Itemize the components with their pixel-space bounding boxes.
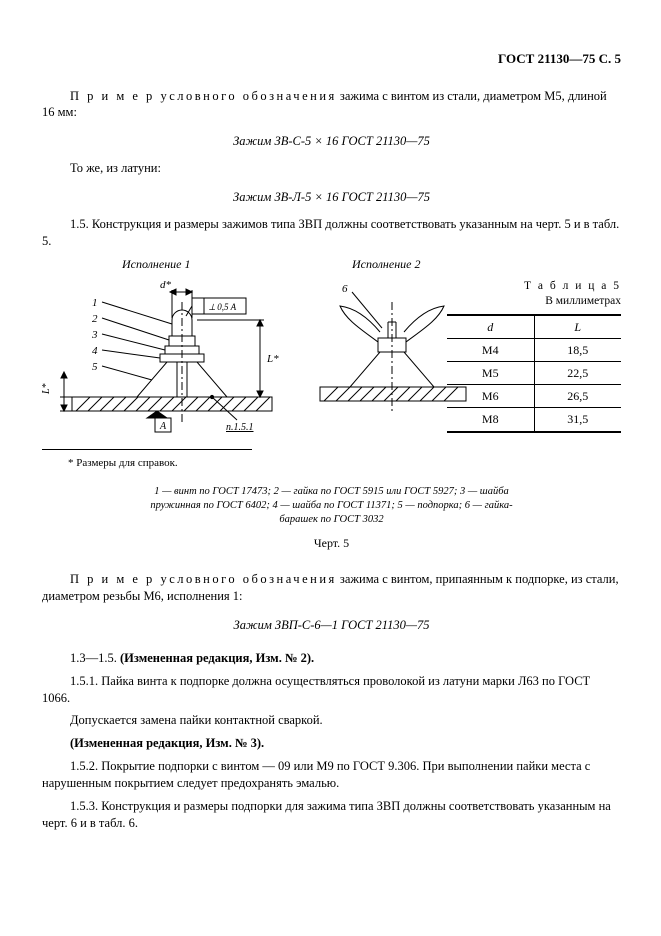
fig-label-2: Исполнение 2: [352, 256, 420, 272]
callout-6: 6: [342, 283, 348, 295]
example-phrase: условного обозначения: [160, 89, 336, 103]
example-phrase: условного обозначения: [160, 572, 336, 586]
callout-3: 3: [91, 329, 98, 341]
datum-A: A: [159, 421, 167, 432]
table-row: M522,5: [447, 362, 621, 385]
para-amend-2: (Измененная редакция, Изм. № 3).: [42, 735, 621, 752]
cell: 26,5: [534, 385, 621, 408]
cell: M4: [447, 338, 534, 361]
designation-code-1: Зажим ЗВ-С-5 × 16 ГОСТ 21130—75: [42, 133, 621, 150]
callout-1: 1: [92, 297, 98, 309]
table-caption: Т а б л и ц а 5: [447, 279, 621, 295]
designation-code-2: Зажим ЗВ-Л-5 × 16 ГОСТ 21130—75: [42, 189, 621, 206]
para-brass: То же, из латуни:: [42, 160, 621, 177]
footnote-rule: [42, 449, 252, 450]
example-label: П р и м е р: [70, 572, 160, 586]
ref-1-5-1: п.1.5.1: [226, 422, 254, 433]
para-1-5-2: 1.5.2. Покрытие подпорки с винтом — 09 и…: [42, 758, 621, 792]
para-amend-1: 1.3—1.5. (Измененная редакция, Изм. № 2)…: [42, 650, 621, 667]
cell: M5: [447, 362, 534, 385]
table-5: Т а б л и ц а 5 В миллиметрах d L M418,5…: [447, 279, 621, 433]
figure-1-drawing: 1 2 3 4 5 A d* ⟂ 0,5 A L* L* п.1.5.1: [42, 272, 302, 447]
page: ГОСТ 21130—75 С. 5 П р и м е р условного…: [0, 0, 661, 936]
table-row: M418,5: [447, 338, 621, 361]
table-header-L: L: [534, 315, 621, 339]
callout-5: 5: [92, 361, 98, 373]
below-figures: Т а б л и ц а 5 В миллиметрах d L M418,5…: [42, 449, 621, 552]
fig-label-1: Исполнение 1: [122, 256, 190, 272]
para-substitute: Допускается замена пайки контактной свар…: [42, 712, 621, 729]
callout-4: 4: [92, 345, 98, 357]
figure-legend: 1 — винт по ГОСТ 17473; 2 — гайка по ГОС…: [142, 485, 522, 528]
callout-2: 2: [92, 313, 98, 325]
para-1-5: 1.5. Конструкция и размеры зажимов типа …: [42, 216, 621, 250]
cell: 18,5: [534, 338, 621, 361]
table-row: M626,5: [447, 385, 621, 408]
table-header-d: d: [447, 315, 534, 339]
dim-L: L*: [266, 353, 279, 365]
dim-d: d*: [160, 279, 172, 291]
footnote-text: * Размеры для справок.: [42, 456, 621, 471]
table-subcaption: В миллиметрах: [447, 294, 621, 310]
para-example-2: П р и м е р условного обозначения зажима…: [42, 571, 621, 605]
cell: M6: [447, 385, 534, 408]
designation-code-3: Зажим ЗВП-С-6—1 ГОСТ 21130—75: [42, 617, 621, 634]
clause-range: 1.3—1.5.: [70, 651, 120, 665]
cell: M8: [447, 408, 534, 432]
dim-L-side: L*: [42, 383, 52, 395]
figure-caption: Черт. 5: [42, 535, 621, 551]
tol-box: ⟂ 0,5 A: [209, 302, 237, 312]
page-header: ГОСТ 21130—75 С. 5: [42, 50, 621, 68]
table-data: d L M418,5 M522,5 M626,5 M831,5: [447, 314, 621, 433]
table-row: M831,5: [447, 408, 621, 432]
example-label: П р и м е р: [70, 89, 160, 103]
para-example-1: П р и м е р условного обозначения зажима…: [42, 88, 621, 122]
cell: 22,5: [534, 362, 621, 385]
amendment-note: (Измененная редакция, Изм. № 2).: [120, 651, 314, 665]
cell: 31,5: [534, 408, 621, 432]
para-1-5-1: 1.5.1. Пайка винта к подпорке должна осу…: [42, 673, 621, 707]
para-1-5-3: 1.5.3. Конструкция и размеры подпорки дл…: [42, 798, 621, 832]
